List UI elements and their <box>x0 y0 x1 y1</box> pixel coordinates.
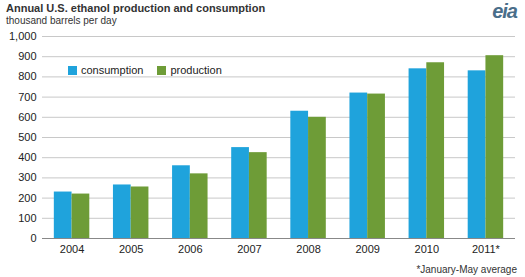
svg-text:2009: 2009 <box>355 243 379 255</box>
svg-text:2011*: 2011* <box>472 243 501 255</box>
html-text:thousand barrels per day: thousand barrels per day <box>6 15 117 26</box>
svg-text:2005: 2005 <box>119 243 143 255</box>
svg-text:1,000: 1,000 <box>9 30 37 42</box>
svg-text:400: 400 <box>18 151 36 163</box>
svg-text:300: 300 <box>18 171 36 183</box>
svg-text:600: 600 <box>18 111 36 123</box>
svg-text:200: 200 <box>18 192 36 204</box>
svg-text:2008: 2008 <box>296 243 320 255</box>
svg-text:2010: 2010 <box>415 243 439 255</box>
svg-text:2007: 2007 <box>237 243 261 255</box>
html-text:eia: eia <box>492 0 517 22</box>
svg-text:2004: 2004 <box>60 243 84 255</box>
html-text:Annual U.S. ethanol production: Annual U.S. ethanol production and consu… <box>6 2 266 14</box>
svg-text:800: 800 <box>18 70 36 82</box>
svg-text:100: 100 <box>18 212 36 224</box>
html-text:production: production <box>170 64 222 76</box>
svg-text:700: 700 <box>18 91 36 103</box>
svg-text:0: 0 <box>30 232 36 244</box>
html-text:consumption: consumption <box>81 64 144 76</box>
svg-text:500: 500 <box>18 131 36 143</box>
html-text:*January-May average: *January-May average <box>416 264 517 275</box>
svg-text:900: 900 <box>18 50 36 62</box>
svg-text:2006: 2006 <box>178 243 202 255</box>
